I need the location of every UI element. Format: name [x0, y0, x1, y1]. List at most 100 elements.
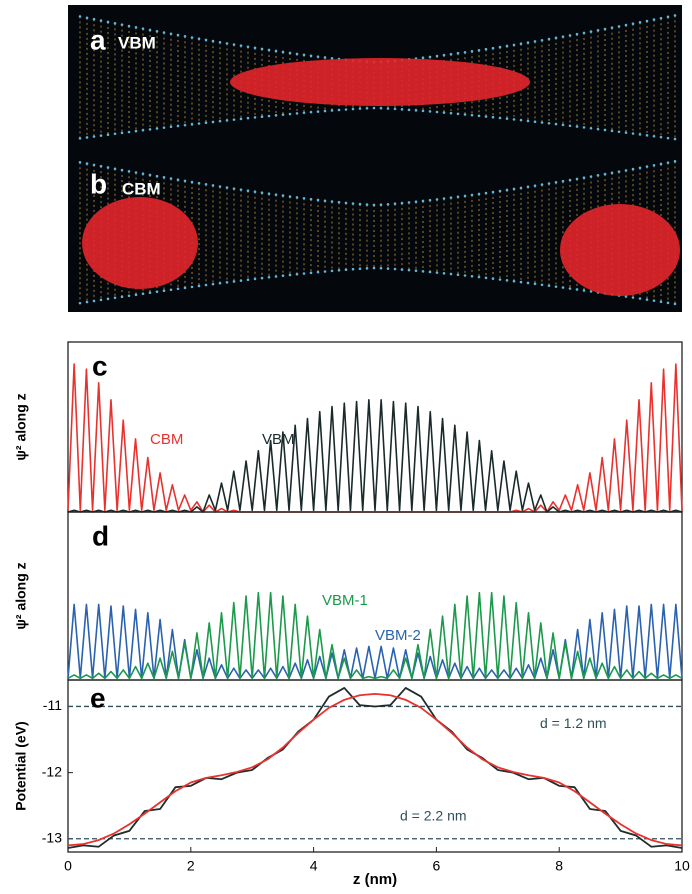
atom: [631, 22, 635, 26]
atom: [435, 198, 439, 201]
atom: [85, 136, 89, 139]
atom: [596, 174, 600, 177]
atom: [141, 27, 145, 30]
atom: [554, 181, 558, 184]
atom: [533, 40, 537, 43]
atom: [239, 279, 243, 282]
atom: [540, 121, 544, 124]
atom: [484, 191, 488, 195]
atom: [204, 121, 208, 125]
atom: [155, 127, 159, 130]
atom: [554, 36, 558, 40]
atom: [302, 196, 306, 200]
atom: [442, 53, 446, 57]
atom: [106, 166, 110, 169]
atom: [197, 122, 201, 125]
atom: [106, 297, 110, 301]
atom: [309, 271, 313, 275]
atom: [218, 185, 222, 188]
atom: [85, 16, 89, 20]
atom: [463, 194, 467, 198]
x-axis-label: z (nm): [353, 871, 397, 888]
plot-frame: [67, 511, 683, 681]
atom: [624, 23, 628, 27]
atom: [155, 29, 159, 33]
x-tick-label: 2: [187, 858, 195, 874]
atom: [400, 108, 404, 111]
atom: [302, 272, 306, 275]
atom: [134, 293, 138, 297]
atom: [526, 281, 530, 285]
atom: [190, 123, 194, 126]
atom: [575, 288, 579, 291]
atom: [106, 133, 110, 136]
panel-label: e: [90, 682, 106, 713]
atom: [512, 279, 516, 283]
atom: [400, 201, 404, 205]
atom: [603, 27, 607, 31]
atom: [449, 272, 453, 276]
atom: [519, 186, 523, 190]
atom: [351, 267, 355, 271]
atom: [141, 292, 145, 296]
plot-frame: [67, 679, 683, 853]
y-tick-label: -12: [42, 763, 62, 779]
atom: [253, 46, 257, 50]
atom: [99, 164, 103, 168]
y-tick-label: -13: [42, 829, 62, 845]
atom: [596, 127, 600, 131]
atom: [463, 274, 467, 277]
atom: [99, 298, 103, 302]
atom: [162, 126, 166, 129]
atom: [295, 52, 299, 56]
atom: [428, 110, 432, 113]
atom: [267, 114, 271, 118]
series-line: [67, 692, 683, 847]
atom: [561, 179, 565, 183]
atoms: [78, 14, 680, 306]
atom: [666, 161, 670, 164]
atom: [659, 162, 663, 166]
atom: [575, 32, 579, 36]
atom: [288, 195, 292, 198]
atom: [673, 160, 677, 163]
atom: [470, 113, 474, 117]
atom: [232, 187, 236, 190]
atom: [92, 17, 96, 21]
panel-title: VBM: [118, 33, 156, 52]
atom: [477, 114, 481, 118]
atom: [92, 299, 96, 303]
atom: [218, 281, 222, 285]
atom: [673, 14, 677, 17]
atom: [414, 269, 418, 273]
annotation: d = 1.2 nm: [540, 715, 607, 731]
atom: [204, 182, 208, 186]
atom: [540, 183, 544, 186]
atom: [547, 121, 551, 125]
x-tick-label: 4: [310, 858, 318, 874]
atom: [225, 119, 229, 122]
atom: [309, 197, 313, 201]
atom: [92, 135, 96, 138]
atom: [78, 301, 82, 305]
atom: [603, 172, 607, 176]
atom: [449, 111, 453, 115]
atom: [365, 106, 369, 110]
atom: [267, 48, 271, 52]
atom: [183, 286, 187, 290]
atom: [631, 132, 635, 135]
atom: [176, 124, 180, 128]
atom: [505, 279, 509, 282]
atom: [78, 15, 82, 18]
atom: [512, 187, 516, 191]
atom: [323, 56, 327, 59]
atom: [225, 186, 229, 189]
atom: [288, 112, 292, 116]
atom: [302, 53, 306, 57]
atom: [344, 108, 348, 111]
atom: [127, 24, 131, 28]
atom: [477, 48, 481, 52]
atom: [295, 196, 299, 199]
atom: [512, 43, 516, 47]
atom: [393, 202, 397, 206]
